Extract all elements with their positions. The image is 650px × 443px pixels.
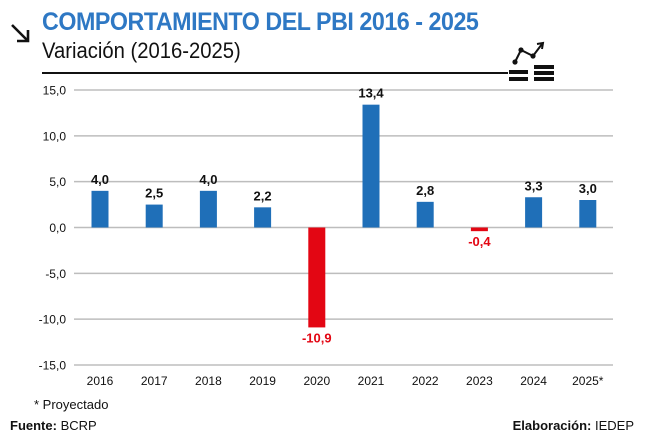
x-tick-label: 2020: [303, 374, 330, 388]
x-tick-label: 2025*: [572, 374, 604, 388]
bar-2017: [145, 204, 163, 228]
x-tick-label: 2023: [466, 374, 493, 388]
credit-note: Elaboración: IEDEP: [513, 418, 634, 433]
source-label: Fuente:: [10, 418, 57, 433]
y-tick-label: -15,0: [39, 359, 67, 373]
value-label: 2,8: [416, 183, 434, 198]
credit-label: Elaboración:: [512, 418, 592, 433]
bar-2020: [308, 227, 326, 328]
y-tick-label: -10,0: [39, 313, 67, 327]
value-label: 2,2: [254, 188, 272, 203]
bar-2021: [362, 104, 380, 228]
value-label: 4,0: [199, 172, 217, 187]
bar-2024: [525, 197, 543, 228]
bar-2016: [91, 190, 109, 228]
bar-2018: [199, 190, 217, 228]
x-tick-label: 2016: [87, 374, 114, 388]
arrow-down-right-icon: [11, 24, 30, 43]
title-divider: [42, 72, 508, 74]
source-note: Fuente: BCRP: [10, 418, 97, 433]
y-tick-label: 5,0: [49, 175, 66, 189]
x-tick-label: 2021: [358, 374, 385, 388]
value-label: 3,3: [525, 178, 543, 193]
credit-value: IEDEP: [594, 418, 634, 433]
x-tick-label: 2019: [249, 374, 276, 388]
growth-chart-icon: [509, 41, 554, 81]
value-label: -0,4: [468, 234, 491, 249]
x-tick-label: 2022: [412, 374, 439, 388]
x-tick-label: 2024: [520, 374, 547, 388]
x-tick-label: 2018: [195, 374, 222, 388]
value-label: 2,5: [145, 186, 163, 201]
value-label: 13,4: [358, 86, 384, 101]
value-label: 3,0: [579, 181, 597, 196]
y-tick-label: 10,0: [43, 129, 67, 143]
y-tick-label: 0,0: [49, 221, 66, 235]
bar-2022: [416, 201, 434, 228]
x-tick-label: 2017: [141, 374, 168, 388]
bar-2023: [470, 227, 488, 232]
bar-2019: [254, 207, 272, 228]
chart-subtitle: Variación (2016-2025): [42, 38, 241, 63]
bar-2025*: [579, 200, 597, 228]
projection-footnote: * Proyectado: [34, 397, 109, 412]
source-value: BCRP: [60, 418, 97, 433]
y-tick-label: -5,0: [45, 267, 66, 281]
y-tick-label: 15,0: [43, 84, 67, 98]
value-label: -10,9: [302, 330, 332, 345]
chart-title: COMPORTAMIENTO DEL PBI 2016 - 2025: [42, 8, 479, 36]
value-label: 4,0: [91, 172, 109, 187]
